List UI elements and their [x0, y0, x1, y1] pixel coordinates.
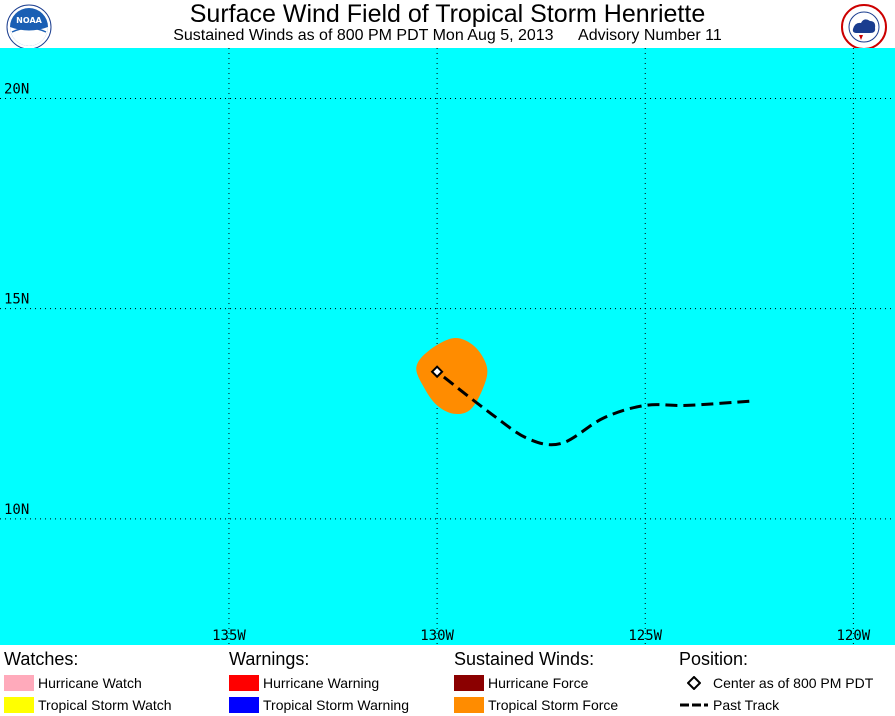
tropical-storm-force-polygon [416, 338, 488, 415]
tropical-storm-force-area [416, 338, 488, 415]
center-diamond-icon [679, 675, 709, 691]
lon-label: 120W [837, 628, 871, 644]
national-weather-service-logo-icon [841, 4, 887, 50]
tropical-storm-force-swatch [454, 697, 484, 713]
legend-item-center: Center as of 800 PM PDT [679, 672, 873, 694]
legend-position: Position: Center as of 800 PM PDT Past T… [679, 648, 873, 716]
legend-label: Tropical Storm Watch [38, 697, 172, 713]
legend-label: Past Track [713, 697, 780, 713]
tropical-storm-watch-swatch [4, 697, 34, 713]
lon-label: 125W [628, 628, 662, 644]
storm-center-marker [430, 365, 444, 379]
legend-item-tropical-storm-force: Tropical Storm Force [454, 694, 618, 716]
page-subtitle: Sustained Winds as of 800 PM PDT Mon Aug… [0, 26, 895, 46]
legend-warnings: Warnings: Hurricane Warning Tropical Sto… [229, 648, 409, 716]
past-track-line [436, 370, 750, 447]
legend-watches: Watches: Hurricane Watch Tropical Storm … [4, 648, 172, 716]
legend-item-hurricane-watch: Hurricane Watch [4, 672, 172, 694]
legend-item-tropical-storm-watch: Tropical Storm Watch [4, 694, 172, 716]
legend-position-heading: Position: [679, 649, 749, 669]
center-diamond [430, 365, 444, 379]
lat-label: 15N [4, 292, 29, 308]
legend-warnings-heading: Warnings: [229, 649, 310, 669]
lon-label: 135W [212, 628, 246, 644]
legend-item-hurricane-force: Hurricane Force [454, 672, 618, 694]
legend-item-hurricane-warning: Hurricane Warning [229, 672, 409, 694]
page-title: Surface Wind Field of Tropical Storm Hen… [189, 0, 706, 28]
gridlines [0, 48, 895, 645]
legend-item-past-track: Past Track [679, 694, 873, 716]
subtitle-valid-time: Sustained Winds as of 800 PM PDT Mon Aug… [173, 27, 554, 44]
legend-label: Center as of 800 PM PDT [713, 675, 874, 691]
hurricane-warning-swatch [229, 675, 259, 691]
tropical-storm-warning-swatch [229, 697, 259, 713]
legend-label: Hurricane Watch [38, 675, 142, 691]
lon-label: 130W [420, 628, 454, 644]
legend-label: Hurricane Warning [263, 675, 380, 691]
hurricane-force-swatch [454, 675, 484, 691]
subtitle-advisory: Advisory Number 11 [578, 27, 722, 44]
legend-item-tropical-storm-warning: Tropical Storm Warning [229, 694, 409, 716]
lat-label: 20N [4, 81, 29, 97]
legend-label: Tropical Storm Force [488, 697, 619, 713]
noaa-logo-icon: NOAA [6, 4, 52, 50]
hurricane-watch-swatch [4, 675, 34, 691]
legend-watches-heading: Watches: [4, 649, 79, 669]
dashed-track-icon [679, 697, 709, 713]
wind-field-map: 20N 15N 10N 135W 130W 125W 120W [0, 48, 895, 645]
svg-text:NOAA: NOAA [16, 16, 42, 25]
legend-sustained-winds: Sustained Winds: Hurricane Force Tropica… [454, 648, 618, 716]
map-axis-labels: 20N 15N 10N 135W 130W 125W 120W [4, 81, 871, 644]
legend-label: Hurricane Force [488, 675, 589, 691]
legend-label: Tropical Storm Warning [263, 697, 410, 713]
legend-winds-heading: Sustained Winds: [454, 649, 595, 669]
lat-label: 10N [4, 502, 29, 518]
past-track [436, 370, 750, 447]
